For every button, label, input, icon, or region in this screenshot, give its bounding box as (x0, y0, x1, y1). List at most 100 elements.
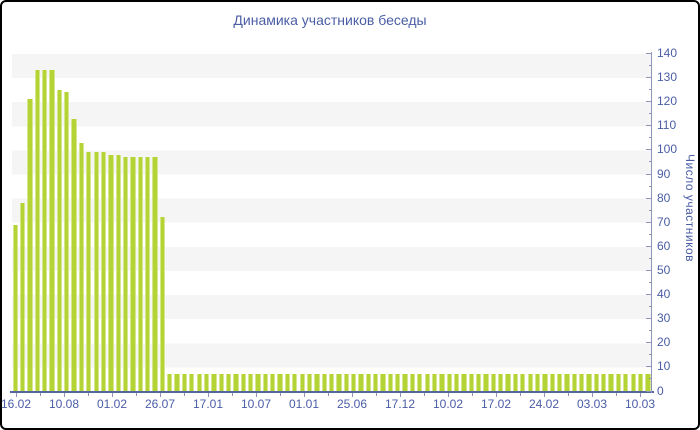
y-tick-label: 90 (657, 166, 671, 181)
bar (49, 70, 55, 391)
bar (615, 374, 622, 391)
bar (446, 374, 452, 391)
bar (321, 374, 327, 391)
x-major-tick (592, 393, 593, 397)
bar (483, 374, 489, 391)
y-tick-label: 10 (657, 359, 671, 374)
x-major-tick (16, 393, 17, 397)
y-major-tick (646, 77, 652, 79)
bar (350, 374, 357, 391)
x-tick-label: 03.03 (576, 397, 608, 411)
bar (630, 374, 636, 391)
x-minor-tick (280, 393, 281, 396)
y-tick-label: 20 (657, 335, 671, 350)
x-minor-tick (184, 393, 185, 396)
y-minor-tick (649, 137, 652, 139)
bar (152, 157, 158, 391)
x-tick-label: 10.03 (624, 397, 656, 411)
y-tick-label: 140 (657, 46, 678, 60)
y-minor-tick (649, 89, 652, 91)
bar (299, 374, 305, 391)
x-major-tick (304, 393, 305, 397)
bar (527, 374, 533, 391)
bar (505, 374, 511, 391)
y-minor-tick (649, 378, 652, 380)
x-tick-label: 17.12 (384, 397, 416, 411)
bar (306, 374, 313, 391)
bar (122, 157, 129, 391)
chart-title: Динамика участников беседы (233, 12, 427, 28)
y-tick-label: 110 (657, 118, 677, 133)
bar (255, 374, 261, 391)
y-major-tick (646, 294, 652, 296)
x-major-tick (160, 393, 161, 397)
y-minor-tick (649, 113, 652, 115)
y-tick-label: 120 (657, 94, 678, 109)
x-axis-line (10, 391, 654, 393)
x-tick-label: 24.02 (528, 397, 560, 411)
bar (12, 224, 18, 391)
bar (328, 374, 335, 391)
bar (439, 374, 445, 391)
y-tick-label: 0 (657, 383, 664, 398)
bar (556, 374, 563, 391)
bar (240, 374, 246, 391)
bar (608, 374, 614, 391)
bar (233, 374, 239, 391)
bar (512, 374, 519, 391)
bar (402, 374, 408, 391)
y-major-tick (646, 53, 652, 54)
bar (645, 374, 651, 391)
x-minor-tick (616, 393, 617, 396)
x-tick-label: 10.08 (48, 397, 80, 411)
bar (137, 157, 143, 391)
bar (64, 92, 70, 391)
y-major-tick (646, 366, 652, 368)
bar (395, 374, 401, 391)
y-tick-label: 130 (657, 70, 678, 85)
y-major-tick (646, 318, 652, 320)
x-tick-label: 17.01 (192, 397, 224, 411)
bar (203, 374, 210, 391)
y-major-tick (646, 245, 652, 247)
bar (284, 374, 291, 391)
x-major-tick (64, 393, 65, 397)
bar (42, 70, 48, 391)
bar (115, 154, 121, 391)
x-major-tick (544, 393, 545, 397)
y-minor-tick (649, 354, 652, 356)
y-tick-label: 70 (657, 214, 671, 229)
bar (270, 374, 276, 391)
y-major-tick (646, 221, 652, 223)
y-minor-tick (649, 161, 652, 163)
x-tick-label: 01.02 (96, 397, 128, 411)
bar (468, 374, 474, 391)
bar (314, 374, 320, 391)
y-minor-tick (649, 209, 652, 211)
bar (27, 99, 33, 391)
x-tick-label: 10.02 (432, 397, 464, 411)
plot-area (10, 49, 654, 397)
bar (571, 374, 577, 391)
bar (108, 154, 114, 391)
bar (93, 152, 99, 391)
x-minor-tick (328, 393, 329, 396)
bar (579, 374, 585, 391)
bar (461, 374, 467, 391)
bar (358, 374, 364, 391)
bar (336, 374, 342, 391)
bar (417, 374, 423, 391)
bar (19, 202, 26, 391)
bar (189, 374, 195, 391)
x-major-tick (352, 393, 353, 397)
bar (409, 374, 416, 391)
bar (373, 374, 379, 391)
x-major-tick (256, 393, 257, 397)
x-tick-label: 16.02 (0, 397, 32, 411)
bar (248, 374, 254, 391)
bar (211, 374, 217, 391)
y-minor-tick (649, 282, 652, 284)
x-minor-tick (88, 393, 89, 396)
y-tick-label: 60 (657, 238, 671, 253)
